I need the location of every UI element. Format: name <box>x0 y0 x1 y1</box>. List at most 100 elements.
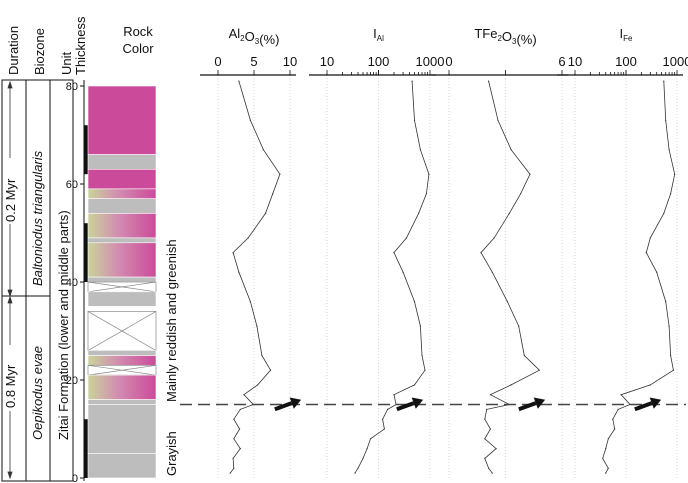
series-point <box>247 237 249 239</box>
column-headers: Duration Biozone Unit Thickness Rock Col… <box>6 16 154 75</box>
panel-tick-label: 0 <box>445 54 452 69</box>
panel-tick-label: 1000 <box>663 54 688 69</box>
duration-label-upper: 0.2 Myr <box>3 178 18 222</box>
boundary-arrow-shaft <box>274 401 293 412</box>
panel-tick-label: 1000 <box>416 54 445 69</box>
series-line-3 <box>480 81 541 474</box>
series-point <box>487 80 490 82</box>
rock-layer-mixed <box>87 374 157 400</box>
arrowhead-lower-bottom <box>7 471 13 480</box>
panel-tick-label: 5 <box>250 54 257 69</box>
boundary-arrow-head <box>533 397 546 409</box>
series-point <box>369 438 372 440</box>
series-point <box>493 237 495 239</box>
unit-label: Zitai Formation (lower and middle parts) <box>56 210 71 440</box>
series-point <box>256 325 258 327</box>
series-point <box>405 237 408 239</box>
arrowhead-lower-top <box>7 295 13 304</box>
rock-layer-reddish <box>87 85 157 155</box>
series-point <box>233 467 235 469</box>
series-point <box>419 149 421 151</box>
series-point <box>238 271 240 273</box>
rock-layer-cross-line <box>87 364 157 376</box>
rock-layer-white <box>87 306 157 312</box>
series-point <box>381 418 384 420</box>
rock-layer-gray <box>87 399 157 405</box>
series-point <box>489 428 492 430</box>
rock-layer-cross-line <box>87 311 157 351</box>
biozone-label-lower: Oepikodus evae <box>30 346 45 440</box>
series-point <box>518 325 520 327</box>
duration-arrows <box>7 80 13 480</box>
boundary-arrow-head <box>411 397 424 409</box>
rock-layer-gray <box>87 198 157 214</box>
biozone-labels: Baltoniodus triangularis Oepikodus evae <box>30 150 45 440</box>
arrowhead-upper-bottom <box>7 289 13 298</box>
series-point <box>425 193 427 195</box>
boundary-arrow-head <box>649 397 662 409</box>
boundary-arrow-shaft <box>518 401 537 412</box>
rock-layer-mixed <box>87 355 157 366</box>
color-label-reddish: Mainly reddish and greenish <box>164 239 179 402</box>
boundary-arrow-shaft <box>634 401 653 412</box>
series-point <box>272 193 274 195</box>
series-point <box>663 80 665 82</box>
series-point <box>538 369 541 371</box>
thickness-bar-segment <box>84 223 88 282</box>
series-point <box>413 119 416 121</box>
series-point <box>257 384 259 386</box>
series-point <box>519 193 522 195</box>
series-point <box>510 384 512 386</box>
series-point <box>428 173 430 175</box>
series-point <box>612 418 614 420</box>
rock-layer-mixed <box>87 242 157 278</box>
series-point <box>484 438 486 440</box>
rock-layer-gray <box>87 291 157 307</box>
series-point <box>366 448 368 450</box>
series-point <box>607 438 609 440</box>
series-line-2 <box>354 81 430 474</box>
series-point <box>354 472 356 474</box>
thickness-axis: 0 20 40 60 80 <box>66 80 88 483</box>
series-point <box>674 173 676 175</box>
color-label-grayish: Grayish <box>164 431 179 476</box>
series-point <box>357 467 359 469</box>
series-point <box>229 472 231 474</box>
header-duration: Duration <box>6 26 21 75</box>
series-point <box>523 354 525 357</box>
series-point <box>480 252 482 254</box>
series-point <box>510 149 512 151</box>
rock-layer-gray <box>87 453 157 479</box>
thickness-ticks: 0 20 40 60 80 <box>66 81 84 483</box>
duration-label-bg-1 <box>3 158 17 224</box>
columns-frame <box>1 79 74 482</box>
thickness-bars <box>84 125 88 478</box>
series-point <box>487 467 490 469</box>
series-point <box>605 448 607 450</box>
rock-layer-reddish <box>87 169 157 190</box>
series-point <box>672 369 675 371</box>
panel-tick-label: 100 <box>368 54 390 69</box>
series-point <box>238 80 240 82</box>
thickness-tick-label: 0 <box>72 473 78 483</box>
header-biozone: Biozone <box>32 28 47 75</box>
rock-layer-mixed <box>87 213 157 239</box>
header-rock: Rock <box>123 24 153 39</box>
rock-layer-gray <box>87 276 157 283</box>
thickness-tick-label: 60 <box>66 179 78 191</box>
duration-label-bg-2 <box>3 345 17 411</box>
duration-label-lower: 0.8 Myr <box>3 364 18 408</box>
duration-labels: 0.2 Myr 0.8 Myr <box>3 158 18 411</box>
rock-layer-mixed <box>87 188 157 199</box>
series-point <box>645 252 647 254</box>
panel-title: IFe <box>620 26 634 43</box>
header-thickness: Thickness <box>73 16 88 75</box>
series-point <box>261 354 263 357</box>
panel-4: 10 100 1000 IFe <box>557 26 688 478</box>
panel-title: Al2O3(%) <box>229 26 280 47</box>
panel-tick-label: 6 <box>558 54 565 69</box>
series-point <box>417 212 420 214</box>
